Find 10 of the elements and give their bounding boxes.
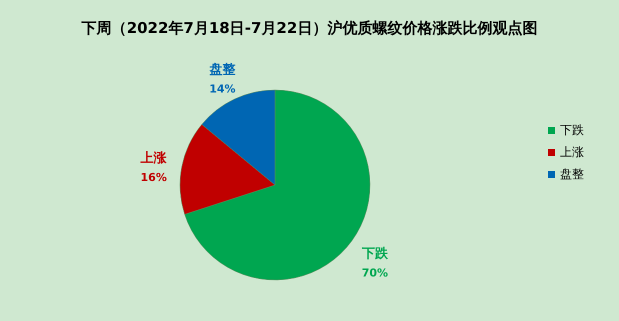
data-label: 14% bbox=[209, 82, 236, 96]
slice-label: 下跌 bbox=[360, 246, 389, 262]
chart-title: 下周（2022年7月18日-7月22日）沪优质螺纹价格涨跌比例观点图 bbox=[80, 19, 538, 37]
legend-label: 上涨 bbox=[560, 145, 584, 159]
slice-label: 上涨 bbox=[140, 150, 168, 166]
slice-label: 盘整 bbox=[208, 62, 236, 78]
legend-label: 盘整 bbox=[560, 167, 584, 181]
legend-label: 下跌 bbox=[560, 123, 584, 137]
data-label: 70% bbox=[362, 266, 388, 280]
data-label: 16% bbox=[140, 170, 167, 184]
